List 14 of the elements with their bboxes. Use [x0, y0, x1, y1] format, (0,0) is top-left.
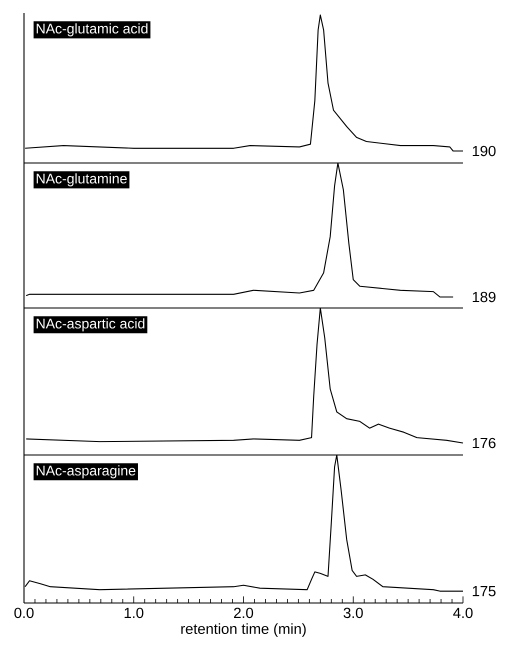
- text: 176: [472, 438, 496, 448]
- x-tick-label: 2.0: [234, 608, 254, 618]
- x-tick-label: 1.0: [124, 608, 144, 618]
- text: NAc-glutamic acid: [36, 23, 148, 36]
- text: 190: [472, 146, 496, 156]
- text: 175: [472, 586, 496, 596]
- text: NAc-glutamine: [36, 173, 127, 186]
- text: NAc-asparagine: [36, 465, 136, 478]
- x-tick-label: 3.0: [344, 608, 363, 618]
- text: NAc-aspartic acid: [36, 318, 144, 332]
- x-axis-title: retention time (min): [181, 623, 306, 637]
- text: 189: [472, 292, 496, 302]
- x-tick-label: 4.0: [453, 608, 473, 618]
- x-tick-label: 0.0: [14, 608, 34, 618]
